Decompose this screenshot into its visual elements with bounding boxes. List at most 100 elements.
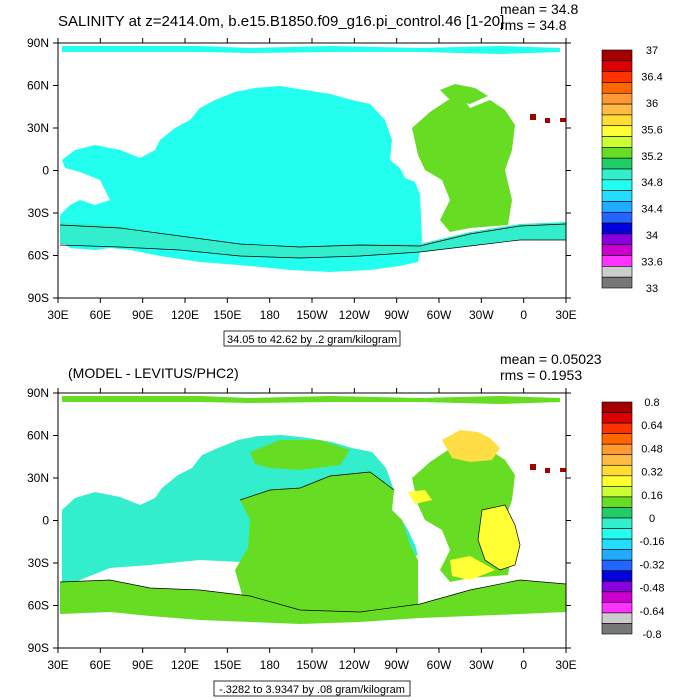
panel-1-x-tick-label: 120E: [171, 308, 199, 322]
panel-1-colorbar-box: [601, 103, 633, 116]
panel-1-y-tick-label: 90N: [27, 36, 49, 50]
panel-2-colorbar-label: -0.48: [639, 583, 664, 595]
panel-2-yellow-1: [478, 505, 520, 570]
panel-1-colorbar-label: 34.8: [641, 177, 662, 189]
panel-1-colorbar-box: [601, 157, 633, 170]
panel-2-rms: rms = 0.1953: [500, 367, 582, 383]
panel-2-contour-2: [59, 579, 567, 613]
panel-2-colorbar-label: 0.32: [641, 467, 662, 479]
panel-1-colorbar-box: [601, 233, 633, 246]
panel-2-green-central: [235, 472, 418, 614]
panel-1-x-tick-label: 60E: [90, 308, 111, 322]
panel-1-range-label: 34.05 to 42.62 by .2 gram/kilogram: [227, 334, 397, 346]
panel-2-y-tick-label: 0: [42, 514, 49, 528]
panel-2-colorbar-label: 0.48: [641, 443, 662, 455]
panel-1-contour-1: [59, 223, 567, 248]
panel-2-colorbar: 0.8 0.64 0.48 0.32 0.16 0 -0.16 -0.32 -0.48 -0.64…: [601, 397, 665, 641]
panel-1-ocean-arctic: [62, 46, 560, 54]
panel-1-x-tick-label: 30E: [555, 308, 576, 322]
panel-2-x-tick-label: 120E: [171, 658, 199, 672]
panel-1-colorbar-box: [601, 60, 633, 72]
panel-1-x-axis: 30E 60E 90E 120E 150E 180 150W 120W 90W 60W 30W 0 30…: [47, 38, 577, 322]
panel-1-med-spot-3: [560, 118, 566, 122]
panel-2-map: [57, 392, 567, 649]
panel-2-colorbar-box: [601, 433, 633, 445]
panel-1-y-tick-label: 30S: [28, 206, 49, 220]
panel-1-ocean-atlantic: [412, 95, 515, 232]
panel-2-colorbar-box: [601, 591, 633, 603]
panel-2-colorbar-box: [601, 623, 633, 635]
panel-2-x-tick-label: 150E: [213, 658, 241, 672]
panel-2-colorbar-box: [601, 602, 633, 614]
panel-1-title: SALINITY at z=2414.0m, b.e15.B1850.f09_g…: [58, 13, 504, 30]
panel-2-colorbar-box: [601, 412, 633, 424]
panel-1-colorbar-label: 34.4: [641, 204, 662, 216]
panel-1-colorbar-box: [601, 71, 633, 83]
panel-2-med-spot-1: [530, 464, 536, 470]
panel-2-yellow-3: [408, 490, 432, 504]
panel-2-colorbar-box: [601, 549, 633, 561]
panel-2-colorbar-box: [601, 580, 633, 593]
panel-1-ocean-main: [60, 86, 422, 272]
panel-2-colorbar-label: 0: [649, 513, 655, 525]
panel-2-colorbar-label: 0.8: [644, 397, 659, 409]
panel-2-x-tick-label: 180: [260, 658, 280, 672]
panel-2-colorbar-label: 0.16: [641, 490, 662, 502]
panel-1-colorbar-box: [601, 190, 633, 202]
panel-2-x-tick-label: 30E: [555, 658, 576, 672]
panel-2-colorbar-box: [601, 454, 633, 466]
panel-2-green-north: [250, 440, 350, 470]
panel-1-colorbar-box: [601, 114, 633, 127]
panel-1-y-tick-label: 30N: [27, 121, 49, 135]
panel-1-y-tick-label: 60N: [27, 79, 49, 93]
panel-1-colorbar-box: [601, 266, 633, 278]
panel-2-gold-north: [442, 430, 500, 462]
panel-1-colorbar-label: 37: [646, 45, 658, 57]
panel-1-colorbar-box: [601, 255, 633, 267]
panel-1-map: [57, 42, 567, 299]
panel-1-x-tick-label: 150E: [213, 308, 241, 322]
panel-1-y-tick-label: 0: [42, 164, 49, 178]
panel-2-range-box: [213, 680, 411, 697]
panel-2-x-axis: 30E 60E 90E 120E 150E 180 150W 120W 90W 60W 30W 0 30…: [47, 388, 577, 672]
panel-1-y-tick-label: 90S: [28, 291, 49, 305]
panel-1-colorbar-label: 35.6: [641, 124, 662, 136]
panel-2-colorbar-box: [601, 464, 633, 477]
panel-1-colorbar-label: 35.2: [641, 151, 662, 163]
panel-1-colorbar-box: [601, 211, 633, 224]
panel-2-x-tick-label: 60E: [90, 658, 111, 672]
panel-2-colorbar-label: -0.8: [643, 629, 662, 641]
panel-1-rms: rms = 34.8: [500, 17, 567, 33]
panel-2-x-tick-label: 90E: [132, 658, 153, 672]
panel-1-ocean-indian: [130, 172, 172, 212]
panel-1-y-tick-label: 60S: [28, 249, 49, 263]
panel-2: 90N 60N 30N 0 30S 60S 90S 30E 60E 90E 120E 150E 180…: [27, 351, 665, 697]
panel-2-colorbar-box: [601, 517, 633, 529]
panel-1-colorbar-label: 34: [646, 230, 658, 242]
panel-1-colorbar-label: 36.4: [641, 71, 662, 83]
panel-1-med-spot-1: [530, 114, 536, 120]
panel-2-contour-3: [477, 504, 521, 571]
panel-2-title: (MODEL - LEVITUS/PHC2): [68, 365, 239, 381]
panel-2-y-tick-label: 30S: [28, 556, 49, 570]
panel-1-colorbar-label: 33.6: [641, 257, 662, 269]
panel-2-colorbar-box: [601, 538, 633, 550]
panel-1-colorbar-box: [601, 168, 633, 181]
panel-2-ocean-arctic: [62, 396, 560, 404]
panel-2-x-tick-label: 30E: [47, 658, 68, 672]
panel-2-colorbar-label: -0.32: [639, 559, 664, 571]
panel-1-colorbar: 37 36.4 36 35.6 35.2 34.8 34.4 34 33.6 33: [601, 45, 663, 295]
panel-2-med-spot-3: [560, 468, 566, 472]
panel-1-x-tick-label: 90E: [132, 308, 153, 322]
panel-2-med-spot-2: [545, 468, 550, 473]
panel-2-colorbar-box: [601, 570, 633, 582]
panel-1-x-tick-label: 90W: [384, 308, 409, 322]
panel-2-colorbar-box: [601, 559, 633, 572]
panel-2-colorbar-box: [601, 507, 633, 519]
panel-1-colorbar-label: 33: [646, 283, 658, 295]
panel-2-colorbar-box: [601, 422, 633, 434]
panel-1-x-tick-label: 0: [520, 308, 527, 322]
panel-1-colorbar-box: [601, 49, 633, 62]
panel-2-x-tick-label: 0: [520, 658, 527, 672]
